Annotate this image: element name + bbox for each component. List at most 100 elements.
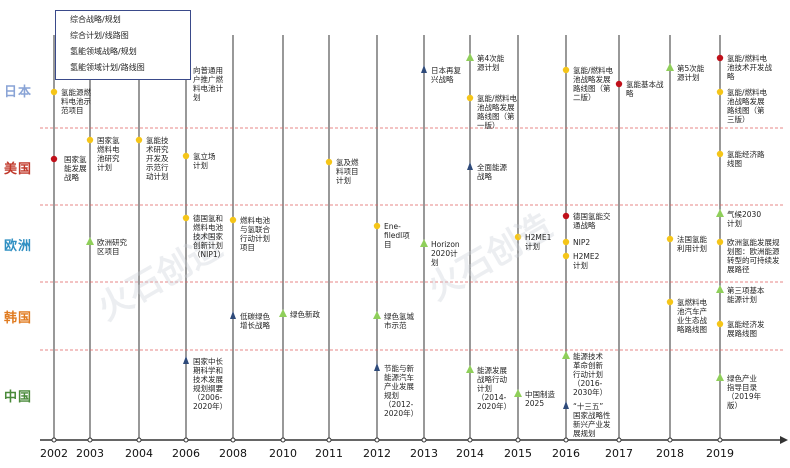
year-label: 2014 <box>456 447 484 460</box>
year-tick <box>717 437 723 443</box>
event-marker <box>135 136 143 144</box>
year-label: 2006 <box>172 447 200 460</box>
event-label: 能源发展 战略行动 计划 （2014- 2020年） <box>477 366 512 411</box>
event-label: 氢立场 计划 <box>193 152 216 170</box>
year-label: 2016 <box>552 447 580 460</box>
event-marker <box>230 311 236 319</box>
year-tick <box>230 437 236 443</box>
year-label: 2011 <box>315 447 343 460</box>
year-tick <box>467 437 473 443</box>
event-marker <box>374 363 380 371</box>
year-label: 2015 <box>504 447 532 460</box>
year-label: 2010 <box>269 447 297 460</box>
year-tick <box>183 437 189 443</box>
year-tick <box>616 437 622 443</box>
event-marker <box>716 150 724 158</box>
event-label: 氢能基本战 略 <box>626 80 664 98</box>
year-label: 2004 <box>125 447 153 460</box>
event-label: 德国氢和 燃料电池 技术国家 创新计划 （NIP1） <box>193 214 226 259</box>
event-label: 氢能/燃料电 池技术开发战 略 <box>727 54 772 81</box>
year-label: 2002 <box>40 447 68 460</box>
event-marker <box>562 252 570 260</box>
event-label: 氢能/燃料电 池战略发展 路线图（第 二版） <box>573 66 614 102</box>
event-label: 绿色氢城 市示范 <box>384 312 414 330</box>
year-tick <box>51 437 57 443</box>
year-tick <box>515 437 521 443</box>
event-marker <box>182 214 190 222</box>
event-label: 气候2030 计划 <box>727 210 762 228</box>
event-label: 日本再复 兴战略 <box>431 66 461 84</box>
legend: 综合战略/规划 综合计划/线路图 氢能领域战略/规划 氢能领域计划/路线图 <box>55 10 191 80</box>
event-marker <box>86 136 94 144</box>
event-label: 第三项基本 能源计划 <box>727 286 765 304</box>
event-marker <box>666 235 674 243</box>
year-tick <box>136 437 142 443</box>
event-marker <box>562 66 570 74</box>
event-marker <box>467 162 473 170</box>
event-label: H2ME2 计划 <box>573 252 600 270</box>
event-marker <box>716 88 724 96</box>
event-label: 氢能经济发 展路线图 <box>727 320 765 338</box>
legend-item-general-plan: 综合计划/线路图 <box>70 31 129 40</box>
year-tick <box>374 437 380 443</box>
event-label: 氢能技 术研究 开发及 示范行 动计划 <box>146 136 169 181</box>
event-label: Horizon 2020计 划 <box>431 240 460 267</box>
event-marker <box>562 212 570 220</box>
legend-item-hydrogen-strategy: 氢能领域战略/规划 <box>70 47 137 56</box>
event-marker <box>514 389 522 397</box>
year-tick <box>667 437 673 443</box>
event-label: 中国制造 2025 <box>525 390 555 408</box>
event-marker <box>466 365 474 373</box>
event-label: 绿色产业 指导目录 （2019年 版） <box>727 374 762 410</box>
year-tick <box>563 437 569 443</box>
event-marker <box>563 401 569 409</box>
event-marker <box>716 238 724 246</box>
event-label: 氢及燃 料项目 计划 <box>336 158 359 185</box>
event-label: 第5次能 源计划 <box>677 64 705 82</box>
event-label: 欧洲氢能发展规 划图：欧洲能源 转型的可持续发 展路径 <box>727 238 780 274</box>
event-label: 节能与新 能源汽车 产业发展 规划 （2012- 2020年） <box>384 364 419 418</box>
event-marker <box>373 311 381 319</box>
event-label: 法国氢能 利用计划 <box>677 235 707 253</box>
year-label: 2012 <box>363 447 391 460</box>
event-marker <box>420 239 428 247</box>
event-marker <box>716 320 724 328</box>
legend-item-hydrogen-plan: 氢能领域计划/路线图 <box>70 63 145 72</box>
event-marker <box>50 155 58 163</box>
year-tick <box>87 437 93 443</box>
event-marker <box>666 63 674 71</box>
event-marker <box>279 309 287 317</box>
event-marker <box>50 88 58 96</box>
region-label: 韩国 <box>4 311 33 326</box>
event-marker <box>421 65 427 73</box>
event-marker <box>666 298 674 306</box>
year-tick <box>421 437 427 443</box>
year-label: 2008 <box>219 447 247 460</box>
event-label: “十三五” 国家战略性 新兴产业发 展规划 <box>573 402 611 438</box>
event-label: 氢能经济路 线图 <box>727 150 765 168</box>
event-marker <box>514 233 522 241</box>
axis-arrow <box>780 436 788 444</box>
event-label: 燃料电池 与氢联合 行动计划 项目 <box>240 216 270 252</box>
region-label: 欧洲 <box>4 238 33 254</box>
event-marker <box>182 152 190 160</box>
event-marker <box>373 222 381 230</box>
event-label: 第4次能 源计划 <box>477 54 505 72</box>
event-label: 氢能/燃料电 池战略发展 路线图（第 三版） <box>727 88 768 124</box>
event-label: 向普通用 户推广燃 料电池计 划 <box>193 66 223 102</box>
event-marker <box>86 237 94 245</box>
event-marker <box>466 94 474 102</box>
region-label: 日本 <box>4 85 33 100</box>
year-label: 2013 <box>410 447 438 460</box>
event-label: 全面能源 战略 <box>477 163 507 181</box>
year-label: 2019 <box>706 447 734 460</box>
year-label: 2003 <box>76 447 104 460</box>
event-label: 氢燃料电 池汽车产 业生态战 略路线图 <box>677 298 707 334</box>
year-tick <box>280 437 286 443</box>
year-label: 2017 <box>605 447 633 460</box>
event-label: 氢能/燃料电 池战略发展 路线图（第 一版） <box>477 94 518 130</box>
event-label: 国家氢 能发展 战略 <box>64 155 87 182</box>
event-marker <box>716 285 724 293</box>
event-label: 国家氢 燃料电 池研究 计划 <box>97 136 120 172</box>
